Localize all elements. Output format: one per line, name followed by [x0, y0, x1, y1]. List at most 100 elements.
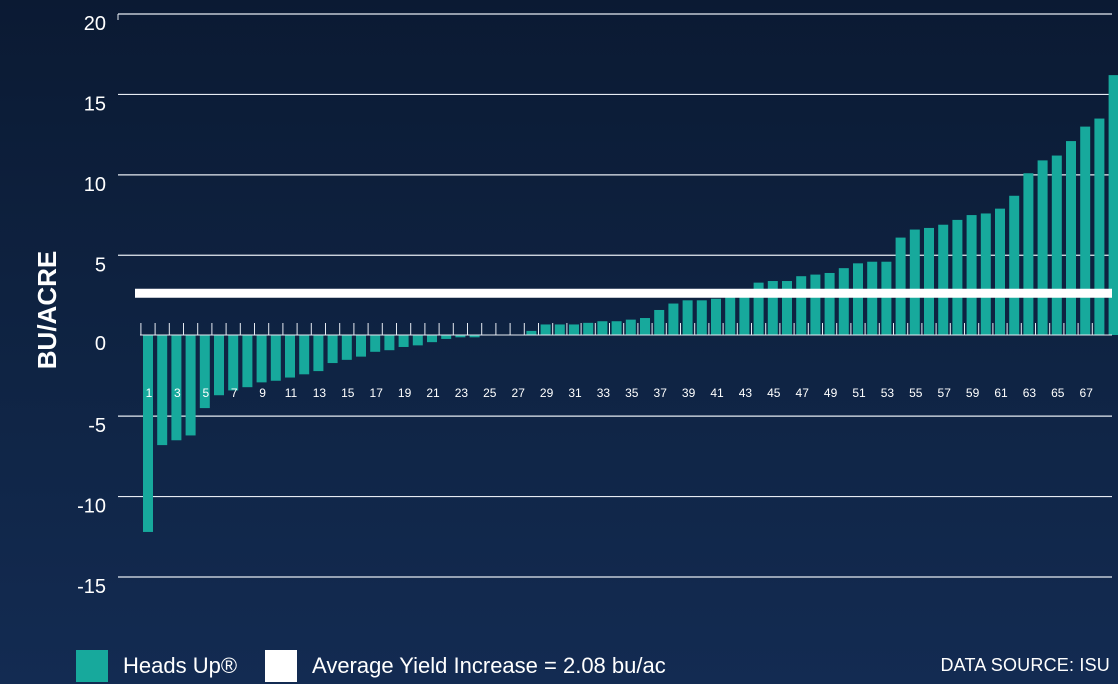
bar [739, 295, 750, 335]
legend-label-heads-up: Heads Up® [123, 653, 238, 678]
bar [640, 318, 650, 335]
bar [1066, 141, 1076, 335]
bar [1094, 118, 1105, 335]
bar [412, 335, 423, 346]
bar [455, 335, 466, 338]
x-axis-ticks: 1 3 5 7 9 11 13 15 17 19 21 23 25 27 29 31 33 35 37 39 41 43 4… [140, 323, 1093, 400]
bar [185, 335, 196, 436]
bar [895, 237, 906, 335]
bar [654, 309, 665, 335]
legend-swatch-average [265, 650, 298, 682]
bar [881, 261, 892, 335]
x-tick-label: 53 [881, 386, 895, 400]
bar [256, 335, 267, 383]
x-tick-label: 59 [966, 386, 980, 400]
bar [285, 335, 295, 378]
bar [909, 229, 920, 335]
x-tick-label: 9 [259, 386, 266, 400]
bar [711, 298, 721, 335]
bar [938, 224, 949, 335]
x-tick-label: 37 [654, 386, 668, 400]
bar [853, 263, 863, 335]
bar [824, 272, 835, 335]
x-tick-label: 39 [682, 386, 696, 400]
bar [242, 335, 253, 388]
bar [398, 335, 409, 347]
x-tick-label: 23 [455, 386, 469, 400]
legend-label-average: Average Yield Increase = 2.08 bu/ac [312, 653, 666, 678]
x-tick-label: 51 [852, 386, 866, 400]
x-tick-label: 33 [597, 386, 611, 400]
bar [952, 219, 963, 335]
x-tick-label: 57 [938, 386, 952, 400]
bar [327, 335, 338, 364]
bar [526, 330, 537, 335]
x-tick-label: 7 [231, 386, 238, 400]
bar [370, 335, 381, 352]
bar [995, 208, 1005, 335]
x-tick-label: 45 [767, 386, 781, 400]
bar [668, 303, 679, 335]
x-tick-label: 3 [174, 386, 181, 400]
x-tick-label: 43 [739, 386, 753, 400]
bar [157, 335, 168, 446]
bar [1080, 126, 1091, 335]
legend: Heads Up® Average Yield Increase = 2.08 … [76, 650, 694, 682]
bar [597, 321, 608, 335]
x-tick-label: 11 [285, 386, 298, 400]
x-tick-label: 29 [540, 386, 554, 400]
x-tick-label: 13 [313, 386, 327, 400]
x-tick-label: 1 [146, 386, 153, 400]
x-tick-label: 27 [512, 386, 526, 400]
bar [611, 321, 622, 335]
y-tick-label: -15 [77, 576, 106, 598]
x-tick-label: 19 [398, 386, 412, 400]
x-tick-label: 35 [625, 386, 639, 400]
bar [356, 335, 366, 357]
bar [725, 297, 736, 335]
bar [270, 335, 281, 381]
legend-swatch-heads-up [76, 650, 108, 682]
bar [171, 335, 182, 441]
x-tick-label: 55 [909, 386, 923, 400]
x-tick-label: 21 [426, 386, 440, 400]
bar [228, 335, 239, 391]
bar [341, 335, 352, 360]
bar [469, 335, 480, 338]
data-source-note: DATA SOURCE: ISU [940, 655, 1110, 675]
x-tick-label: 31 [568, 386, 582, 400]
bar [214, 335, 224, 396]
bar [966, 215, 977, 335]
bar [384, 335, 395, 351]
y-axis-label: BU/ACRE [32, 251, 62, 369]
bar [569, 324, 579, 335]
bar [583, 322, 594, 335]
bar [625, 319, 636, 335]
bar [427, 335, 437, 343]
y-axis-ticks: 20 15 10 5 0 -5 -10 -15 [77, 13, 106, 598]
y-tick-label: -5 [88, 415, 106, 437]
bar [810, 274, 821, 335]
bars [140, 75, 1118, 532]
grid-lines [117, 13, 1112, 578]
bar [682, 300, 693, 335]
x-tick-label: 49 [824, 386, 838, 400]
x-tick-label: 5 [202, 386, 209, 400]
bar [782, 281, 792, 335]
x-tick-label: 41 [710, 386, 724, 400]
bar [1051, 155, 1062, 335]
y-tick-label: 0 [95, 333, 106, 355]
bar [1108, 75, 1118, 335]
bar [924, 227, 934, 335]
bar [1009, 195, 1020, 335]
x-tick-label: 15 [341, 386, 355, 400]
x-tick-label: 47 [796, 386, 810, 400]
bar [554, 324, 565, 335]
bar [796, 276, 807, 335]
bar [980, 213, 991, 335]
x-tick-label: 17 [370, 386, 384, 400]
x-tick-label: 63 [1023, 386, 1037, 400]
bar [753, 282, 764, 335]
